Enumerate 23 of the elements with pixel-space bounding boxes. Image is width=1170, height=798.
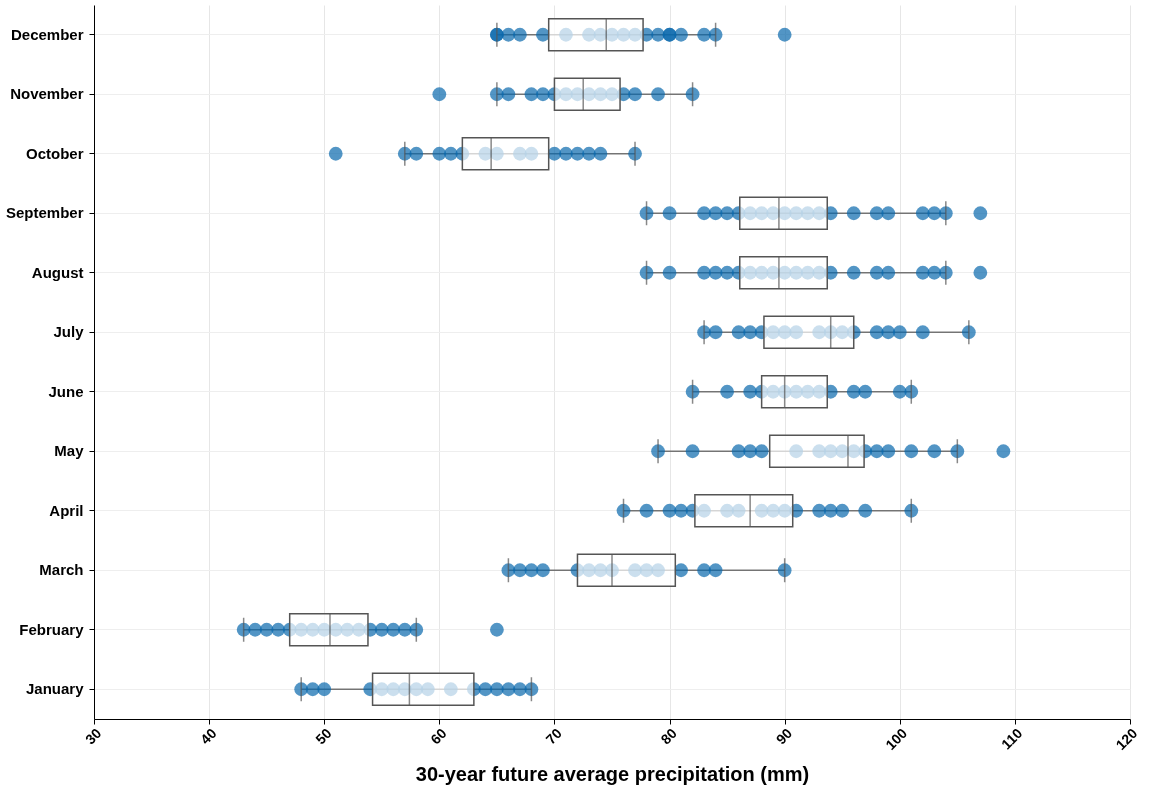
y-tick-label: June	[48, 382, 84, 400]
y-tick-label: January	[25, 680, 85, 698]
x-tick-label: 40	[197, 724, 220, 748]
x-tick-label: 120	[1112, 724, 1141, 753]
y-tick-label: October	[25, 144, 84, 162]
x-tick-label: 100	[882, 724, 911, 753]
x-axis-title: 30-year future average precipitation (mm)	[415, 762, 810, 785]
y-tick-label: March	[39, 561, 84, 579]
x-tick-label: 30	[82, 724, 105, 748]
y-tick-label: August	[31, 263, 84, 281]
y-tick-label: April	[49, 501, 84, 519]
y-tick-label: September	[5, 204, 84, 222]
x-tick-label: 90	[772, 724, 796, 748]
y-tick-label: December	[10, 25, 84, 43]
x-tick-label: 70	[542, 724, 565, 748]
y-tick-label: February	[19, 620, 85, 638]
y-tick-label: May	[54, 442, 85, 460]
x-tick-label: 50	[312, 724, 335, 748]
x-tick-label: 110	[998, 724, 1026, 753]
x-tick-label: 80	[657, 724, 681, 748]
y-tick-label: November	[10, 85, 84, 103]
y-tick-label: July	[53, 323, 85, 341]
x-tick-label: 60	[427, 724, 450, 748]
